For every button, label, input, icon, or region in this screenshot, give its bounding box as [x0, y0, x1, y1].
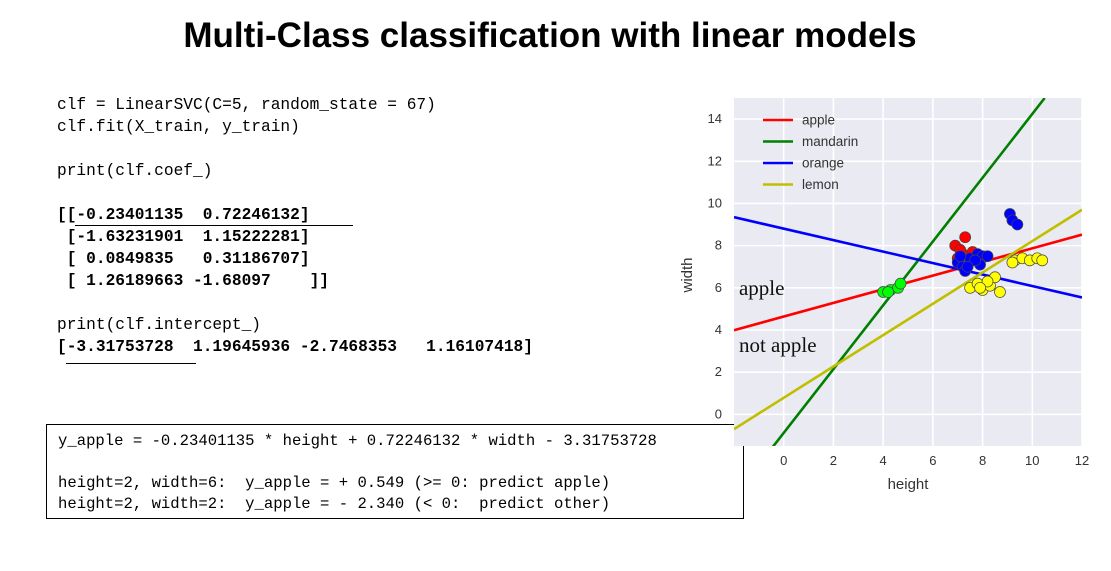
- y-tick-label: 12: [708, 153, 722, 168]
- point-lemon: [1007, 257, 1018, 268]
- point-lemon: [994, 287, 1005, 298]
- code-line: [57, 138, 533, 160]
- y-tick-label: 4: [715, 322, 722, 337]
- legend-label: apple: [802, 113, 835, 128]
- code-line: print(clf.intercept_): [57, 314, 533, 336]
- point-lemon: [975, 282, 986, 293]
- equation-line: y_apple = -0.23401135 * height + 0.72246…: [58, 431, 657, 452]
- code-line: [57, 292, 533, 314]
- apple-intercept-underline: [66, 363, 196, 364]
- x-tick-label: 12: [1075, 453, 1089, 468]
- x-axis-label: height: [888, 476, 930, 493]
- y-tick-label: 6: [715, 280, 722, 295]
- legend-label: orange: [802, 156, 844, 171]
- equation-line: height=2, width=6: y_apple = + 0.549 (>=…: [58, 473, 657, 494]
- region-annotation: not apple: [739, 333, 817, 357]
- coef-output-line: [ 0.0849835 0.31186707]: [57, 248, 533, 270]
- y-tick-label: 8: [715, 238, 722, 253]
- apple-coef-underline: [75, 225, 353, 226]
- code-line: clf = LinearSVC(C=5, random_state = 67): [57, 94, 533, 116]
- coef-output-line: [[-0.23401135 0.72246132]: [57, 204, 533, 226]
- equation-line: [58, 452, 657, 473]
- point-orange: [962, 261, 973, 272]
- y-tick-label: 0: [715, 406, 722, 421]
- point-apple: [960, 232, 971, 243]
- x-tick-label: 0: [780, 453, 787, 468]
- coef-output-line: [-1.63231901 1.15222281]: [57, 226, 533, 248]
- point-orange: [955, 251, 966, 262]
- point-orange: [982, 251, 993, 262]
- legend-label: mandarin: [802, 134, 858, 149]
- equation-line: height=2, width=2: y_apple = - 2.340 (< …: [58, 494, 657, 515]
- y-tick-label: 14: [708, 111, 722, 126]
- point-lemon: [1037, 255, 1048, 266]
- point-mandarin: [895, 278, 906, 289]
- x-tick-label: 6: [929, 453, 936, 468]
- equation-box: y_apple = -0.23401135 * height + 0.72246…: [46, 424, 744, 519]
- coef-output-line: [ 1.26189663 -1.68097 ]]: [57, 270, 533, 292]
- region-annotation: apple: [739, 276, 784, 300]
- code-line: [57, 182, 533, 204]
- scatter-chart: 0 2 4 6 8 10 12 0 2 4 6 8 10 12 14 apple not apple appl…: [672, 90, 1111, 500]
- point-orange: [1012, 219, 1023, 230]
- legend-label: lemon: [802, 177, 839, 192]
- equation-text: y_apple = -0.23401135 * height + 0.72246…: [58, 431, 657, 515]
- y-axis-label: width: [679, 257, 696, 293]
- code-line: print(clf.coef_): [57, 160, 533, 182]
- x-tick-label: 2: [830, 453, 837, 468]
- code-block: clf = LinearSVC(C=5, random_state = 67) c…: [57, 94, 533, 358]
- point-mandarin: [883, 287, 894, 298]
- y-tick-label: 2: [715, 364, 722, 379]
- code-line: clf.fit(X_train, y_train): [57, 116, 533, 138]
- page-title: Multi-Class classification with linear m…: [0, 14, 1100, 58]
- y-tick-label: 10: [708, 195, 722, 210]
- x-tick-label: 4: [880, 453, 887, 468]
- intercept-output-line: [-3.31753728 1.19645936 -2.7468353 1.161…: [57, 336, 533, 358]
- x-tick-label: 8: [979, 453, 986, 468]
- x-tick-label: 10: [1025, 453, 1039, 468]
